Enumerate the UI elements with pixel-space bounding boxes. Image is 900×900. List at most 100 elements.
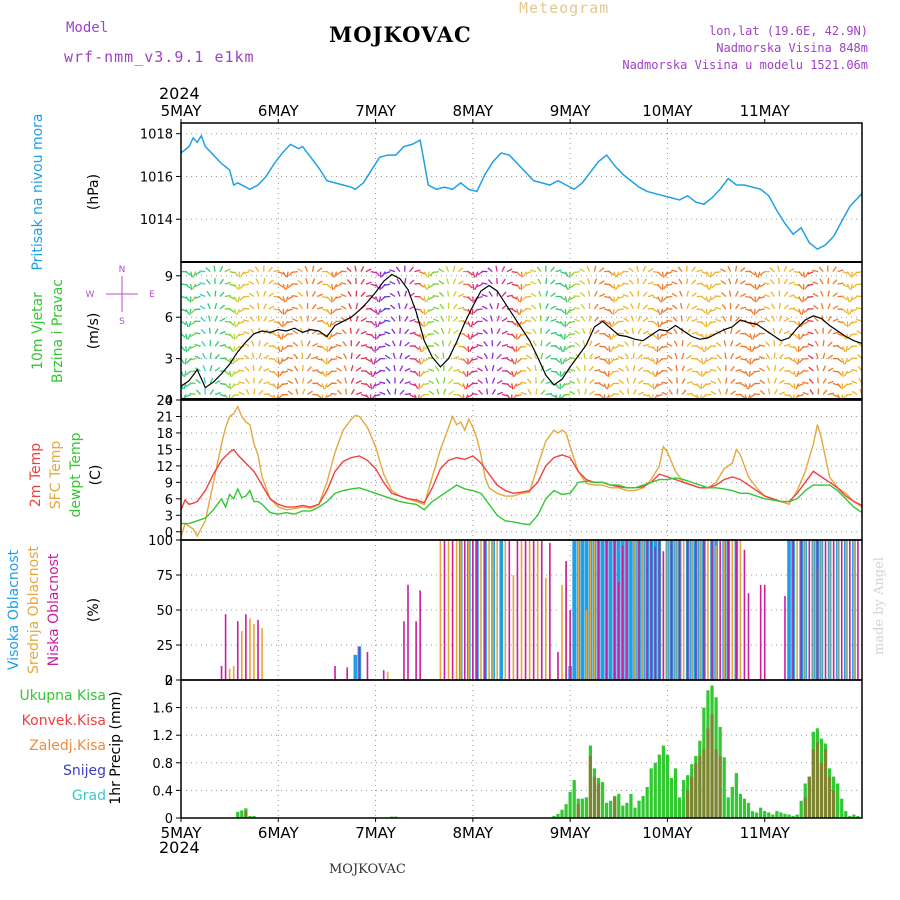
wind-arrow xyxy=(214,315,218,322)
wind-arrow xyxy=(194,355,201,360)
wind-arrow xyxy=(321,358,327,364)
wind-arrow xyxy=(335,332,342,335)
wind-arrow xyxy=(399,340,402,347)
y-tick-label: 6 xyxy=(165,493,173,508)
wind-arrow xyxy=(808,378,814,384)
wind-arrow xyxy=(335,295,342,299)
y-tick-label: 1.6 xyxy=(152,702,173,717)
wind-arrow xyxy=(594,329,600,335)
high-cloud-bar xyxy=(353,654,358,680)
wind-arrow xyxy=(691,331,698,335)
wind-arrow xyxy=(632,388,637,395)
wind-arrow xyxy=(674,352,678,359)
wind-arrow xyxy=(730,378,736,384)
wind-arrow xyxy=(297,279,304,285)
wind-arrow xyxy=(594,368,601,372)
wind-arrow xyxy=(661,296,664,303)
wind-arrow xyxy=(316,293,323,298)
wind-arrow xyxy=(777,278,780,285)
wind-arrow xyxy=(606,383,610,390)
wind-arrow xyxy=(618,379,625,384)
wind-arrow xyxy=(637,315,641,322)
low-cloud-bar xyxy=(650,540,653,680)
wind-arrow xyxy=(753,357,761,361)
temp-dewpt-label: dewpt Temp xyxy=(68,432,84,517)
wind-arrow xyxy=(333,271,338,278)
wind-arrow xyxy=(647,370,654,376)
wind-arrow xyxy=(273,269,280,273)
total-precip-bar xyxy=(556,813,560,818)
wind-arrow xyxy=(655,358,659,365)
wind-arrow xyxy=(511,345,516,352)
wind-arrow xyxy=(657,283,662,290)
wind-arrow xyxy=(599,293,606,298)
low-cloud-bar xyxy=(540,540,543,680)
wind-arrow xyxy=(321,345,327,351)
low-cloud-bar xyxy=(678,540,681,680)
high-cloud-bar xyxy=(499,540,504,680)
wind-arrow xyxy=(370,320,376,326)
wind-arrow xyxy=(530,269,537,273)
wind-arrow xyxy=(423,296,427,303)
wind-arrow xyxy=(795,383,800,390)
wind-arrow xyxy=(326,346,329,353)
mid-cloud-bar xyxy=(520,540,523,680)
wind-arrow xyxy=(802,333,809,337)
wind-arrow xyxy=(224,345,231,350)
wind-arrow xyxy=(589,353,594,359)
wind-arrow xyxy=(630,303,634,310)
wind-arrow xyxy=(229,308,235,313)
wind-arrow xyxy=(710,357,717,360)
wind-arrow xyxy=(832,382,839,386)
low-cloud-bar xyxy=(451,540,454,680)
wind-arrow xyxy=(355,353,361,360)
wind-arrow xyxy=(355,315,359,322)
total-precip-bar xyxy=(621,805,625,818)
wind-arrow xyxy=(714,306,722,310)
wind-arrow xyxy=(355,341,361,347)
wind-arrow xyxy=(244,366,250,372)
mid-cloud-bar xyxy=(699,540,701,680)
wind-arrow xyxy=(841,358,845,365)
wind-arrow xyxy=(855,307,863,310)
wind-arrow xyxy=(244,378,250,384)
wind-arrow xyxy=(617,332,624,335)
wind-arrow xyxy=(238,369,245,372)
wind-arrow xyxy=(750,358,756,364)
y-tick-label: 50 xyxy=(156,604,173,619)
wind-arrow xyxy=(636,265,639,272)
wind-arrow xyxy=(516,370,522,375)
low-cloud-bar xyxy=(508,540,511,680)
wind-arrow xyxy=(462,308,469,312)
wind-arrow xyxy=(409,393,416,398)
wind-arrow xyxy=(540,352,544,359)
wind-arrow xyxy=(516,283,521,290)
wind-arrow xyxy=(686,290,690,297)
wind-arrow xyxy=(598,280,605,285)
y-tick-label: 25 xyxy=(156,639,173,654)
wind-arrow xyxy=(457,280,464,285)
low-cloud-bar xyxy=(346,667,348,680)
wind-arrow xyxy=(324,383,328,390)
wind-arrow xyxy=(656,382,663,387)
wind-arrow xyxy=(243,307,250,310)
wind-arrow xyxy=(511,370,515,377)
wind-arrow xyxy=(370,308,377,313)
wind-arrow xyxy=(709,283,712,291)
wind-arrow xyxy=(379,308,386,313)
mid-cloud-bar xyxy=(820,540,823,680)
mid-cloud-bar xyxy=(492,540,494,680)
wind-arrow xyxy=(268,292,274,298)
wind-arrow xyxy=(545,328,551,335)
wind-arrow xyxy=(568,356,576,360)
wind-arrow xyxy=(278,271,285,275)
wind-arrow xyxy=(783,330,790,335)
wind-arrow xyxy=(365,382,371,389)
wind-arrow xyxy=(598,267,605,273)
wind-arrow xyxy=(467,296,473,302)
wind-arrow xyxy=(317,320,324,322)
wind-arrow xyxy=(788,281,795,285)
wind-arrow xyxy=(613,345,620,350)
wind-arrow xyxy=(841,345,846,352)
wind-arrow xyxy=(525,271,532,275)
